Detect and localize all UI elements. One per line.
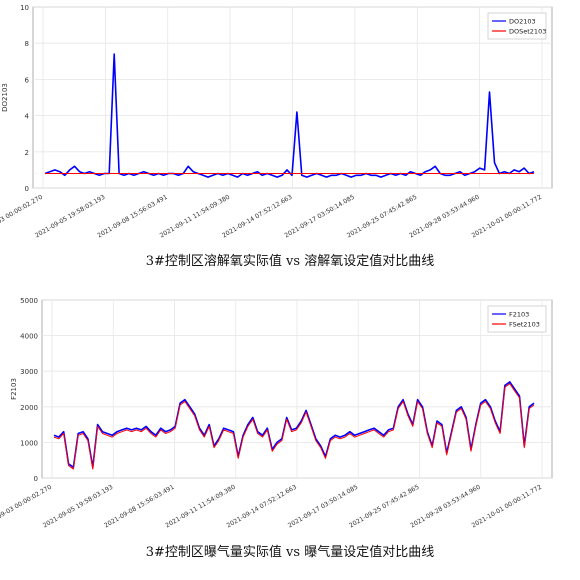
y-tick-label: 3000: [20, 368, 38, 376]
y-axis-label: DO2103: [1, 83, 9, 112]
legend-label: DOSet2103: [509, 28, 546, 36]
y-tick-label: 1000: [20, 439, 38, 447]
x-tick-label: 2021-09-11 11:54:09.380: [159, 194, 231, 240]
x-tick-label: 2021-10-01 00:00:11.772: [471, 194, 543, 240]
x-tick-label: 2021-09-17 03:50:14.085: [284, 194, 356, 240]
x-tick-label: 2021-09-05 19:58:03.193: [34, 194, 106, 240]
series-line-DO2103: [44, 53, 535, 178]
legend-label: DO2103: [509, 18, 536, 26]
y-tick-label: 5000: [20, 297, 38, 305]
chart-caption-bottom: 3#控制区曝气量实际值 vs 曝气量设定值对比曲线: [145, 545, 435, 560]
x-tick-label: 2021-09-08 15:56:03.491: [96, 194, 168, 240]
x-tick-label: 2021-09-14 07:52:12.663: [221, 194, 293, 240]
chart-caption-top: 3#控制区溶解氧实际值 vs 溶解氧设定值对比曲线: [145, 254, 435, 269]
x-tick-label: 2021-10-01 00:00:11.772: [471, 484, 543, 530]
legend-box: [487, 12, 547, 40]
y-tick-label: 2000: [20, 404, 38, 412]
y-tick-label: 2: [25, 149, 29, 157]
y-axis-label: F2103: [10, 378, 18, 400]
y-tick-label: 4: [25, 113, 30, 121]
legend-label: F2103: [509, 311, 529, 319]
y-tick-label: 10: [20, 4, 29, 12]
x-tick-label: 2021-09-28 03:53:44.960: [408, 194, 480, 240]
y-tick-label: 4000: [20, 333, 38, 341]
y-tick-label: 6: [25, 76, 30, 84]
x-tick-label: 2021-09-25 07:45:42.865: [346, 194, 418, 240]
y-tick-label: 8: [25, 40, 29, 48]
y-tick-label: 0: [34, 475, 38, 483]
legend-box: [487, 305, 547, 333]
y-tick-label: 0: [25, 185, 29, 193]
series-line-FSet2103: [53, 383, 535, 470]
legend-label: FSet2103: [509, 321, 540, 329]
